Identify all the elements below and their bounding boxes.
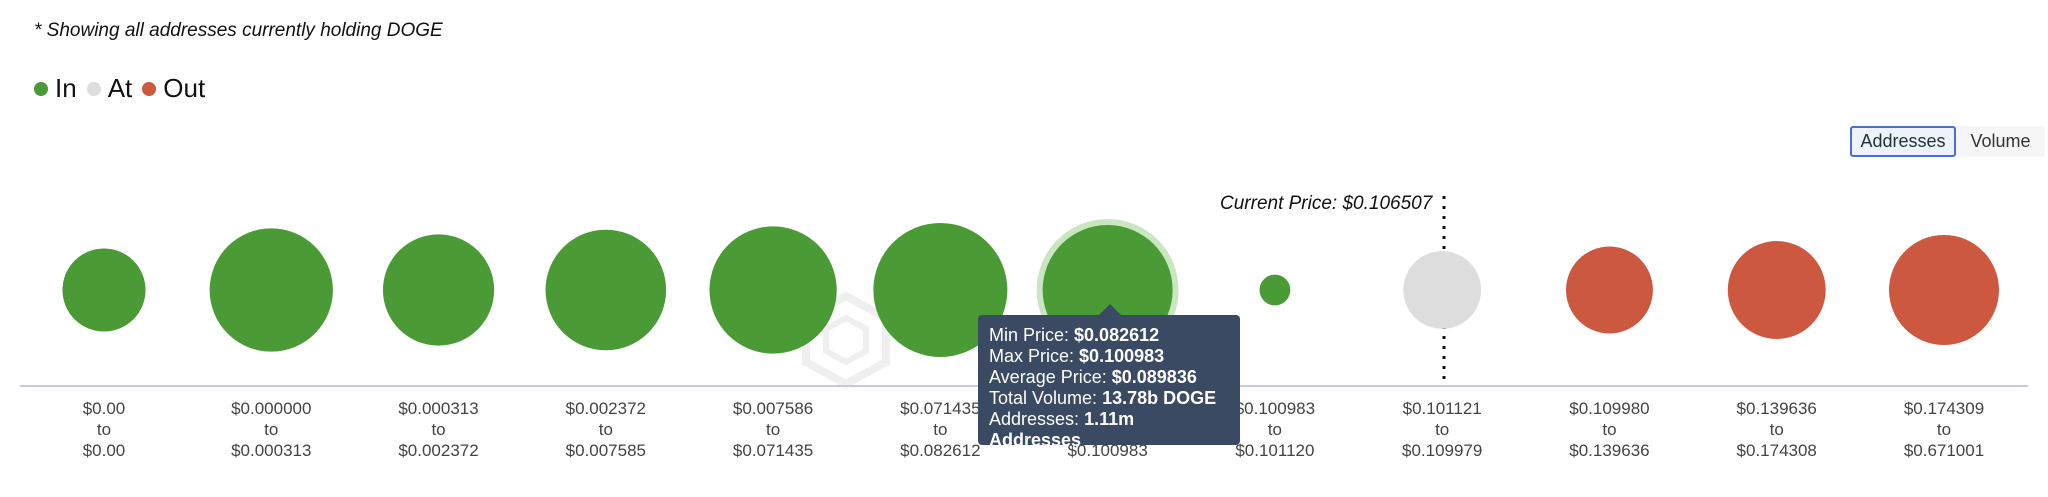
legend-item-out: Out — [142, 73, 205, 104]
tick-label-2-to: $0.002372 — [398, 441, 478, 460]
bubble-3[interactable] — [545, 229, 667, 351]
legend-at-dot — [86, 81, 101, 96]
tick-label-5-from: $0.071435 — [900, 399, 980, 418]
tooltip-max-value: $0.100983 — [1079, 346, 1165, 366]
addresses-toggle-button[interactable]: Addresses — [1850, 126, 1956, 157]
tick-label-4-to: $0.071435 — [733, 441, 813, 460]
bubble-11[interactable] — [1889, 235, 1999, 345]
tooltip-volume-label: Total Volume: — [989, 388, 1098, 408]
tick-label-11-to-word: to — [1937, 420, 1951, 439]
bubble-0[interactable] — [62, 248, 146, 332]
chart-note: * Showing all addresses currently holdin… — [34, 20, 443, 41]
legend-at-label: At — [107, 73, 133, 103]
bubble-7[interactable] — [1259, 274, 1291, 306]
tick-label-3-from: $0.002372 — [566, 399, 646, 418]
tooltip-min-label: Min Price: — [989, 325, 1070, 345]
bubble-9[interactable] — [1566, 246, 1653, 334]
tick-label-7-to-word: to — [1268, 420, 1282, 439]
legend-out-label: Out — [163, 73, 206, 103]
legend: In At Out — [34, 73, 215, 104]
tick-label-8-to-word: to — [1435, 420, 1449, 439]
tick-label-7-to: $0.101120 — [1235, 441, 1314, 460]
tick-label-10-to-word: to — [1770, 420, 1784, 439]
tick-label-9-to-word: to — [1602, 420, 1616, 439]
tick-label-2-from: $0.000313 — [398, 399, 478, 418]
tooltip-min-value: $0.082612 — [1074, 325, 1160, 345]
tick-label-1-to-word: to — [264, 420, 278, 439]
tick-label-6-to: $0.100983 — [1067, 441, 1147, 460]
volume-toggle-button[interactable]: Volume — [1956, 126, 2045, 157]
bubble-4[interactable] — [709, 226, 837, 354]
legend-item-in: In — [34, 73, 77, 104]
bin-tooltip: Min Price: $0.082612 Max Price: $0.10098… — [978, 315, 1240, 450]
tick-label-7-from: $0.100983 — [1235, 399, 1315, 418]
tick-label-8-to: $0.109979 — [1402, 441, 1482, 460]
tick-label-10-from: $0.139636 — [1737, 399, 1817, 418]
tooltip-max-label: Max Price: — [989, 346, 1075, 366]
bubbles-group — [62, 219, 1999, 361]
tick-label-11-from: $0.174309 — [1904, 399, 1984, 418]
tick-label-4-to-word: to — [766, 420, 780, 439]
legend-in-dot — [34, 81, 48, 96]
bubble-8[interactable] — [1403, 251, 1482, 329]
current-price-label: Current Price: $0.106507 — [1220, 193, 1433, 214]
tick-label-0-from: $0.00 — [83, 399, 126, 418]
tooltip-addresses-label: Addresses: — [989, 409, 1080, 429]
tick-label-1-to: $0.000313 — [231, 441, 311, 460]
tick-label-5-to: $0.082612 — [900, 441, 980, 460]
tooltip-avg-label: Average Price: — [989, 367, 1107, 387]
tick-label-11-to: $0.671001 — [1904, 441, 1984, 460]
legend-in-label: In — [55, 73, 77, 103]
tick-label-9-from: $0.109980 — [1569, 399, 1649, 418]
tick-label-9-to: $0.139636 — [1569, 441, 1649, 460]
tooltip-volume-value: 13.78b DOGE — [1102, 388, 1217, 408]
tick-label-10-to: $0.174308 — [1737, 441, 1817, 460]
tick-label-3-to-word: to — [599, 420, 613, 439]
tooltip-avg-value: $0.089836 — [1111, 367, 1197, 387]
tick-label-4-from: $0.007586 — [733, 399, 813, 418]
metric-toggle: Addresses Volume — [1850, 126, 2045, 157]
tick-label-0-to: $0.00 — [83, 441, 126, 460]
bubble-2[interactable] — [382, 234, 495, 346]
tick-label-1-from: $0.000000 — [231, 399, 311, 418]
tick-label-8-from: $0.101121 — [1403, 399, 1482, 418]
tick-label-2-to-word: to — [431, 420, 445, 439]
tooltip-arrow — [1099, 304, 1121, 315]
tick-label-5-to-word: to — [933, 420, 947, 439]
bubble-10[interactable] — [1727, 241, 1826, 339]
tick-label-0-to-word: to — [97, 420, 111, 439]
tooltip-addresses-value: 1.11m Addresses — [989, 409, 1135, 450]
legend-out-dot — [142, 81, 157, 96]
legend-item-at: At — [86, 73, 133, 104]
bubble-1[interactable] — [209, 228, 333, 352]
bubble-5[interactable] — [873, 223, 1008, 357]
tick-label-3-to: $0.007585 — [566, 441, 646, 460]
